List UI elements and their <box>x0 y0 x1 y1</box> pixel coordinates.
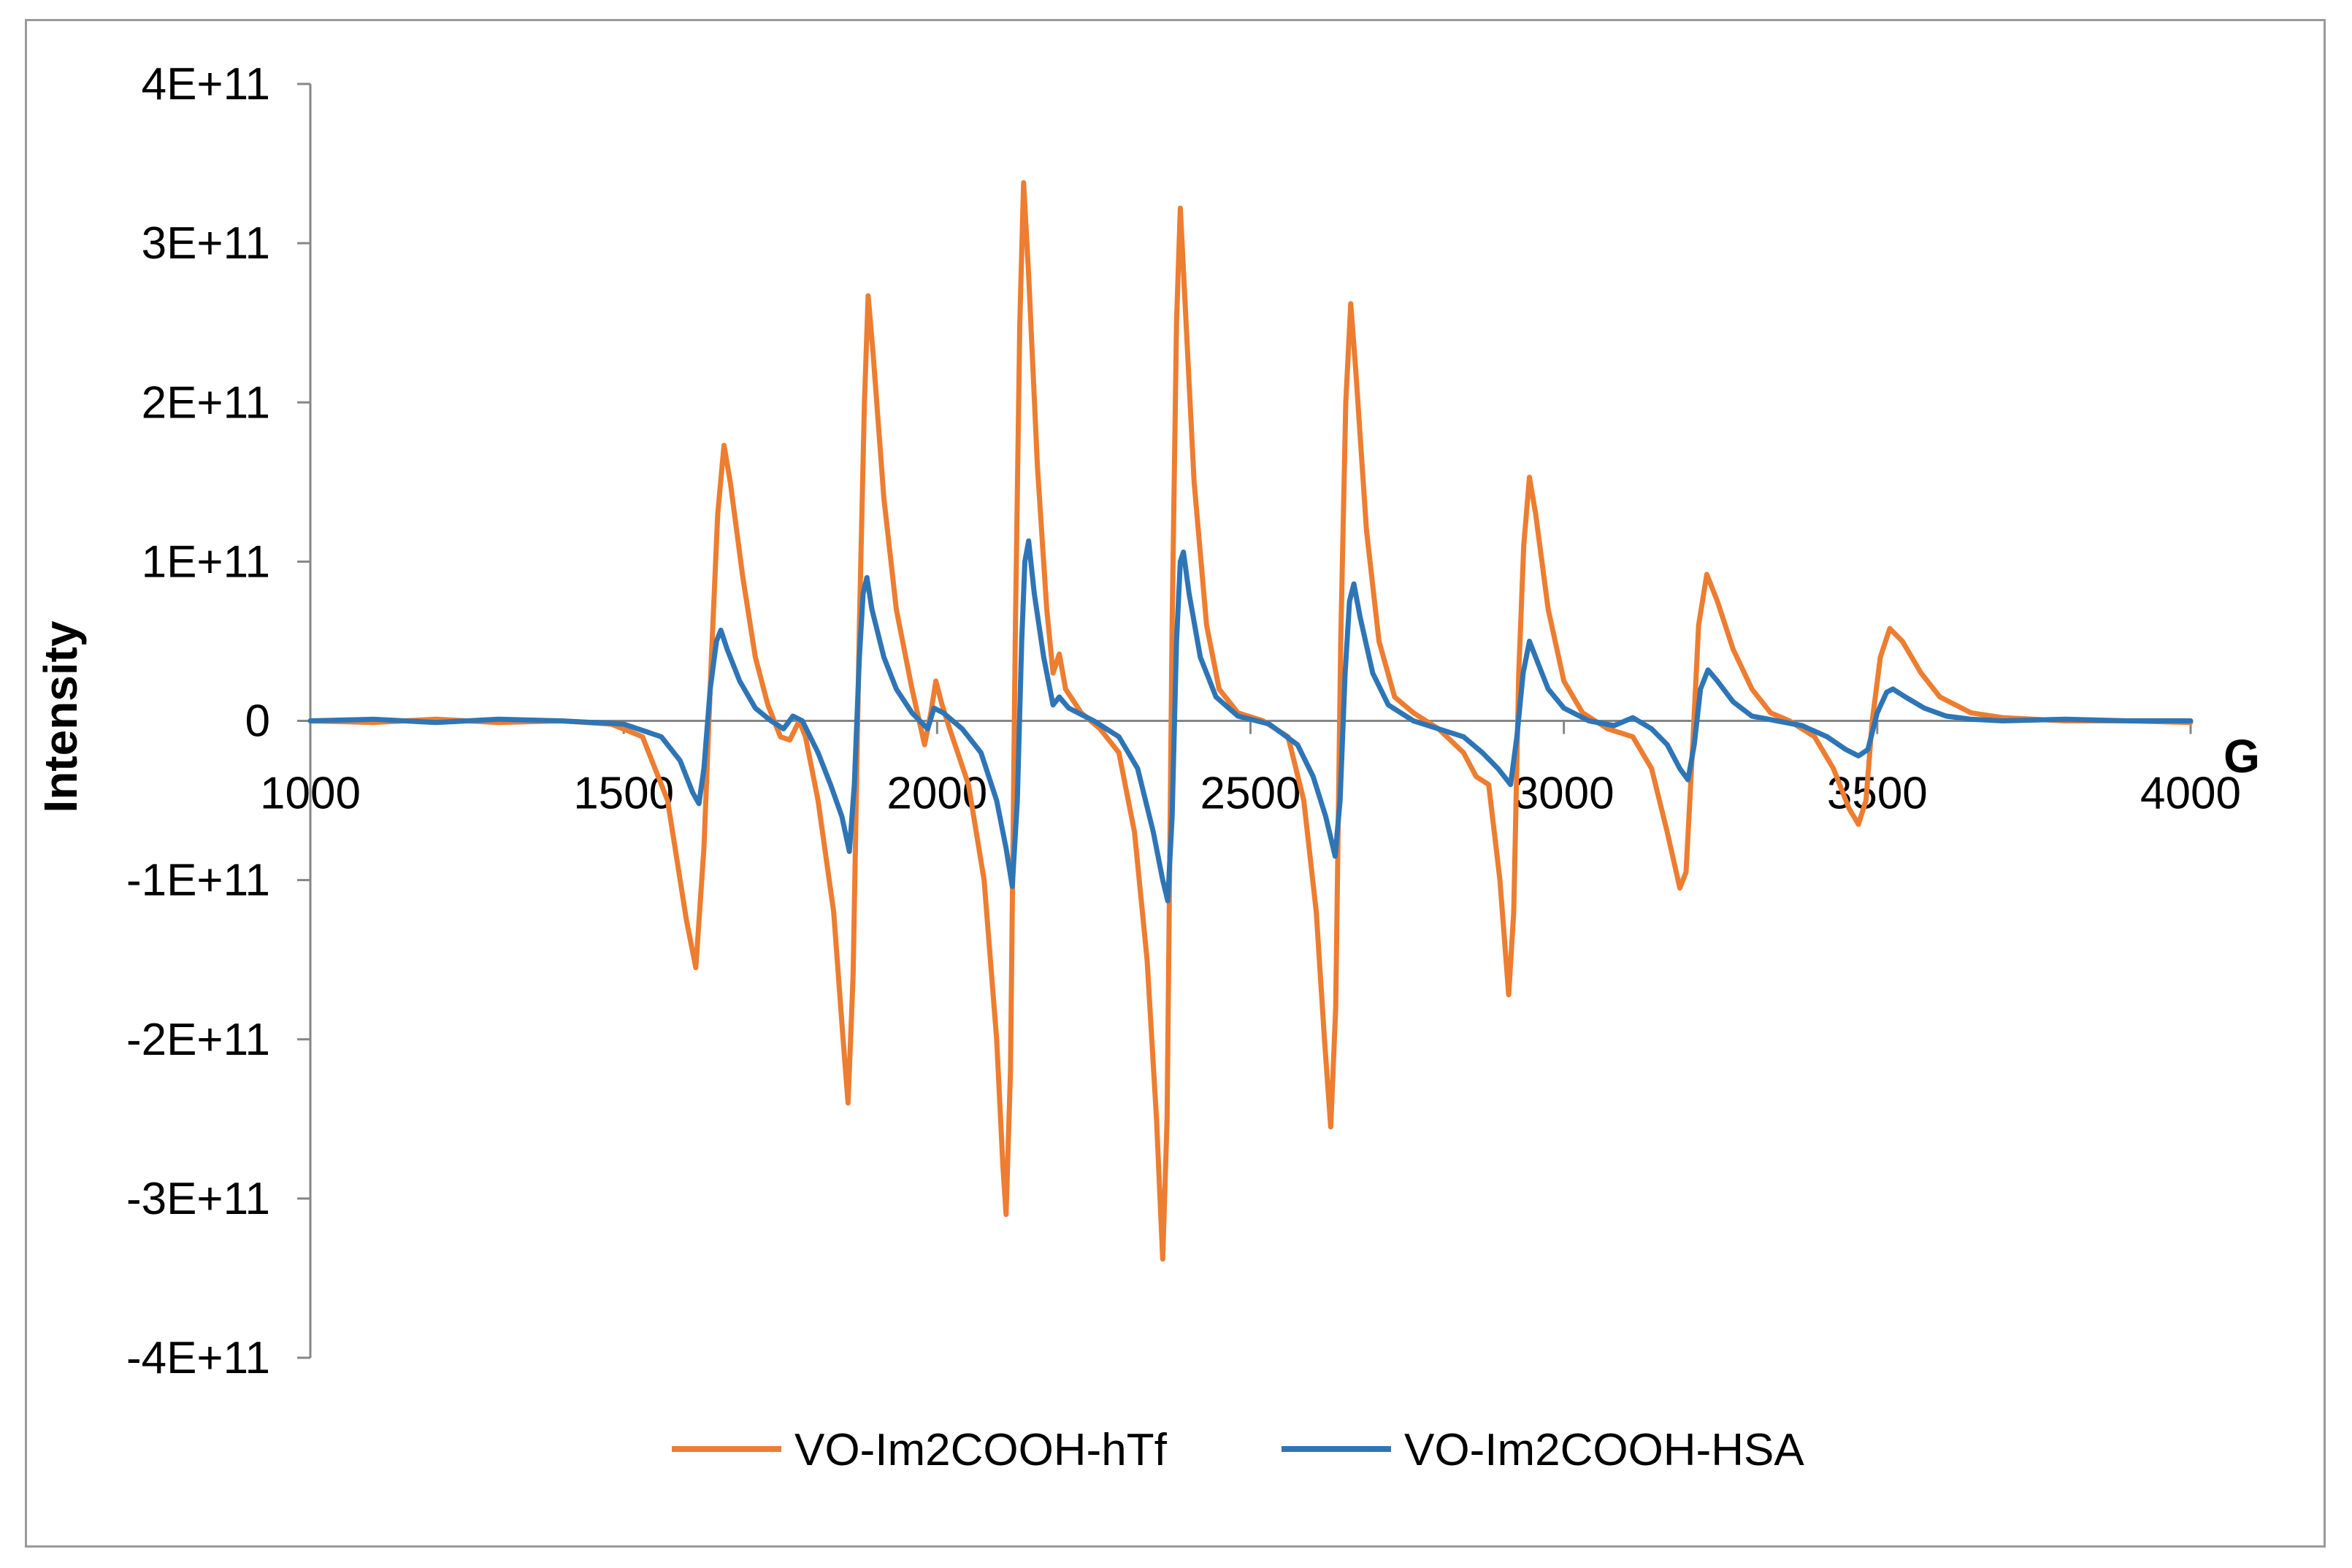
y-tick-label: -3E+11 <box>126 1174 270 1224</box>
y-axis: 4E+11 3E+11 2E+11 1E+11 0 -1E+11 -2E+11 -3E+11 -… <box>126 59 312 1383</box>
y-tick-label: 0 <box>245 696 270 747</box>
y-tick-label: 1E+11 <box>142 537 270 587</box>
series-line-2 <box>307 538 2194 904</box>
x-tick-label: 4000 <box>2140 769 2241 819</box>
legend-label: VO-Im2COOH-hTf <box>794 1425 1168 1475</box>
x-tick-label: 3000 <box>1514 769 1614 819</box>
y-tick-label: -4E+11 <box>126 1333 270 1383</box>
y-tick-label: 3E+11 <box>142 218 270 269</box>
y-tick-label: -1E+11 <box>126 856 270 906</box>
y-tick-label: 2E+11 <box>142 377 270 428</box>
y-axis-title: Intensity <box>34 620 87 813</box>
x-tick-label: 2500 <box>1200 769 1301 819</box>
legend: VO-Im2COOH-hTf VO-Im2COOH-HSA <box>672 1425 1804 1475</box>
legend-label: VO-Im2COOH-HSA <box>1404 1425 1804 1475</box>
x-tick-label: 1000 <box>260 769 361 819</box>
series-lines <box>307 180 2194 1262</box>
x-axis-title: G <box>2223 730 2260 783</box>
y-tick-label: -2E+11 <box>126 1015 270 1065</box>
y-tick-label: 4E+11 <box>142 59 270 109</box>
series-line-1 <box>307 180 2194 1262</box>
x-axis: 1000 1500 2000 2500 3000 3500 4000 <box>260 720 2241 819</box>
